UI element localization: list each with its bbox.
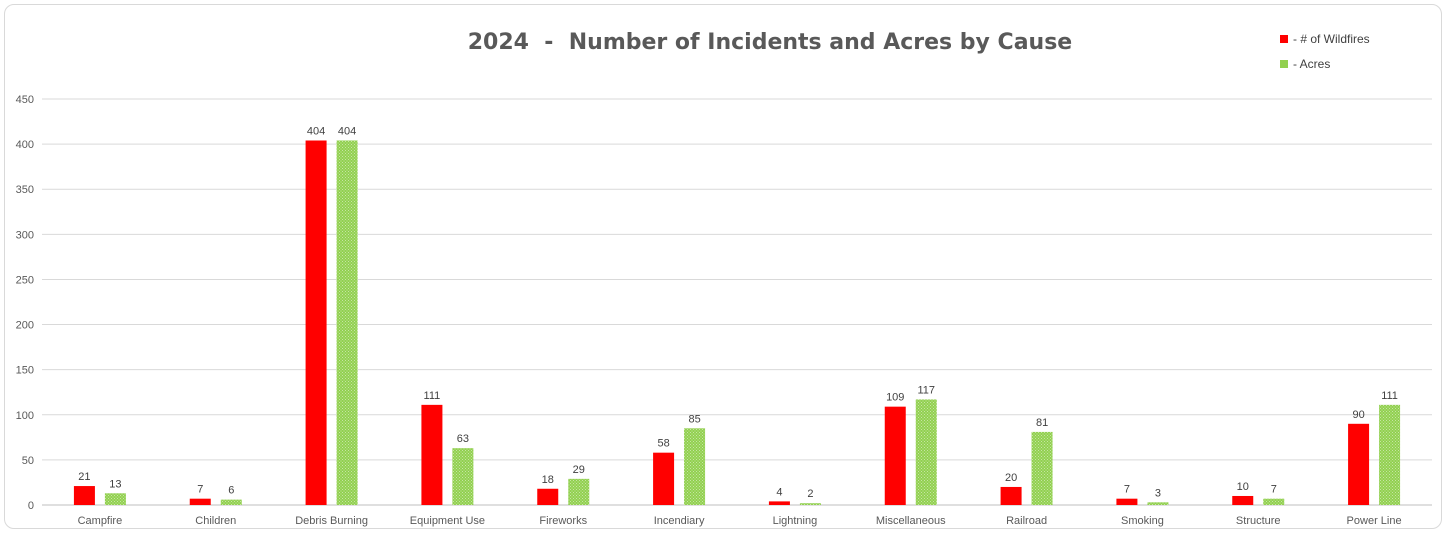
data-label: 18 (542, 474, 554, 486)
x-tick-label: Debris Burning (295, 515, 368, 527)
data-label: 6 (228, 485, 234, 497)
y-tick-label: 250 (16, 274, 34, 286)
chart-frame (4, 4, 1442, 529)
bar-wildfires (1116, 498, 1138, 505)
data-label: 7 (1271, 484, 1277, 496)
x-tick-label: Fireworks (539, 515, 587, 527)
legend-label-wildfires: - # of Wildfires (1293, 31, 1370, 46)
data-label: 90 (1352, 409, 1364, 421)
x-tick-label: Smoking (1121, 515, 1164, 527)
bar-acres (915, 399, 937, 505)
y-tick-label: 100 (16, 410, 34, 422)
bar-acres (452, 448, 474, 505)
data-label: 404 (338, 126, 356, 138)
y-tick-label: 0 (28, 500, 34, 512)
bar-wildfires (768, 501, 790, 505)
chart-title: 2024 - Number of Incidents and Acres by … (467, 30, 1073, 55)
data-label: 3 (1155, 487, 1161, 499)
bar-wildfires (653, 452, 675, 505)
data-label: 13 (109, 478, 121, 490)
bar-wildfires (537, 488, 559, 505)
y-tick-label: 150 (16, 365, 34, 377)
bar-acres (568, 478, 590, 505)
bar-wildfires (1348, 423, 1370, 505)
bar-wildfires (305, 140, 327, 505)
y-tick-label: 450 (16, 94, 34, 106)
bar-wildfires (73, 486, 95, 505)
bar-acres (104, 493, 126, 505)
data-label: 7 (1124, 484, 1130, 496)
y-tick-label: 400 (16, 139, 34, 151)
y-tick-label: 200 (16, 320, 34, 332)
data-label: 58 (657, 438, 669, 450)
x-tick-label: Children (195, 515, 236, 527)
data-label: 10 (1237, 481, 1249, 493)
data-label: 63 (457, 433, 469, 445)
bar-acres (1263, 498, 1285, 505)
y-tick-label: 300 (16, 229, 34, 241)
data-label: 109 (886, 392, 904, 404)
bar-acres (1147, 502, 1169, 505)
legend-label-acres: - Acres (1293, 56, 1331, 71)
x-tick-label: Miscellaneous (876, 515, 946, 527)
legend: - # of Wildfires - Acres (1280, 26, 1370, 76)
x-tick-label: Incendiary (654, 515, 705, 527)
x-tick-label: Lightning (773, 515, 818, 527)
bar-wildfires (1000, 486, 1022, 505)
bar-acres (336, 140, 358, 505)
legend-swatch-acres (1280, 59, 1288, 68)
bar-acres (1379, 404, 1401, 505)
data-label: 85 (688, 413, 700, 425)
x-tick-label: Structure (1236, 515, 1281, 527)
bar-acres (220, 499, 242, 505)
data-label: 2 (807, 488, 813, 500)
x-tick-label: Power Line (1347, 515, 1402, 527)
data-label: 4 (776, 486, 782, 498)
legend-swatch-wildfires (1280, 34, 1288, 43)
y-tick-label: 50 (22, 455, 34, 467)
bar-acres (799, 503, 821, 505)
data-label: 21 (78, 471, 90, 483)
x-tick-label: Campfire (78, 515, 123, 527)
data-label: 81 (1036, 417, 1048, 429)
y-tick-label: 350 (16, 184, 34, 196)
x-tick-label: Railroad (1006, 515, 1047, 527)
data-label: 111 (424, 390, 441, 402)
legend-item-acres: - Acres (1280, 51, 1370, 76)
data-label: 404 (307, 126, 325, 138)
legend-item-wildfires: - # of Wildfires (1280, 26, 1370, 51)
data-label: 20 (1005, 472, 1017, 484)
x-tick-label: Equipment Use (410, 515, 485, 527)
data-label: 7 (197, 484, 203, 496)
bar-wildfires (421, 404, 443, 505)
bar-wildfires (884, 406, 906, 505)
bar-acres (684, 428, 706, 505)
bar-wildfires (1232, 495, 1254, 505)
bar-wildfires (189, 498, 211, 505)
data-label: 111 (1381, 390, 1398, 402)
data-label: 29 (573, 464, 585, 476)
data-label: 117 (917, 384, 935, 396)
bar-acres (1031, 431, 1053, 505)
